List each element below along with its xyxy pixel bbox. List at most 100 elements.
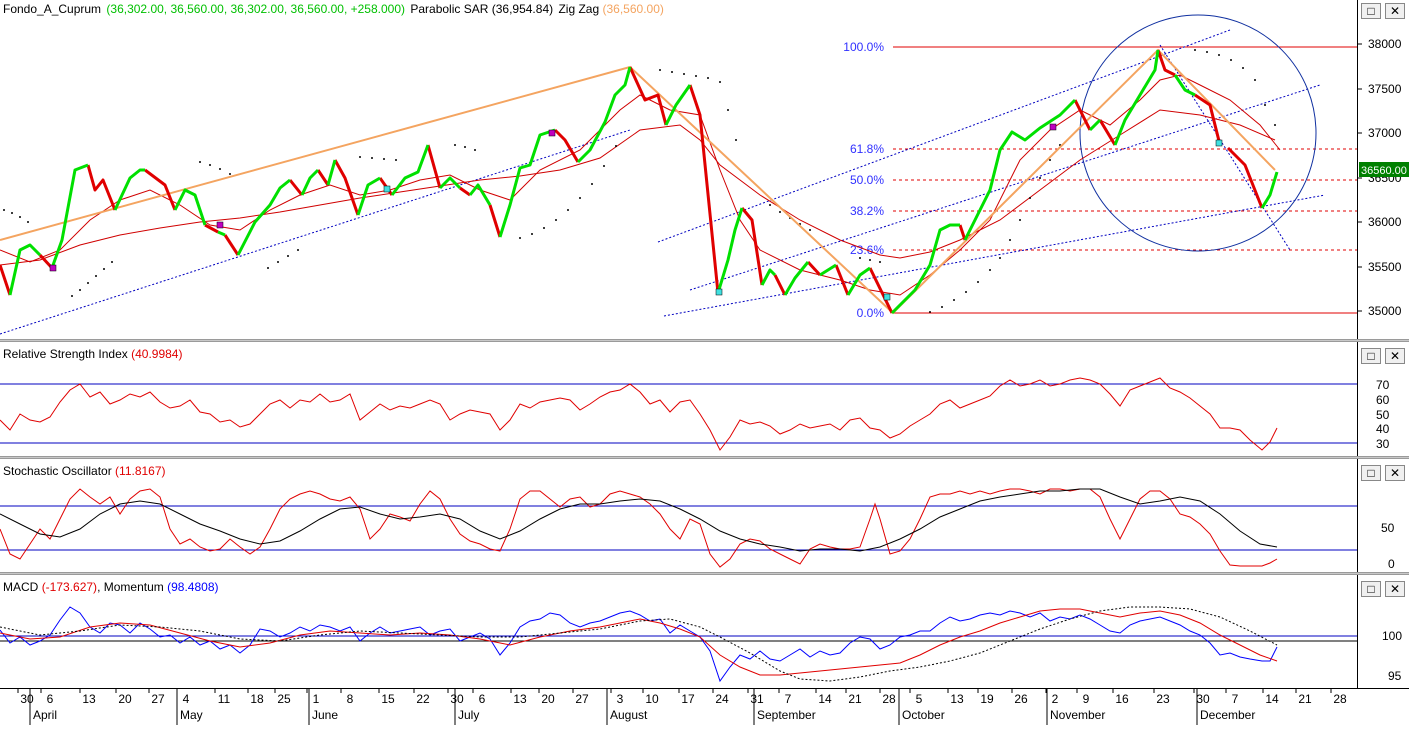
rsi-label: Relative Strength Index: [3, 347, 128, 361]
price-chart[interactable]: 100.0% 61.8% 50.0% 38.2% 23.6% 0.0%: [0, 0, 1358, 339]
rsi-chart[interactable]: [0, 342, 1358, 456]
day-label: 16: [1115, 692, 1129, 706]
day-label: 22: [416, 692, 430, 706]
fib-label-382: 38.2%: [850, 204, 884, 218]
day-label: 28: [1333, 692, 1347, 706]
macd-restore-button[interactable]: □: [1361, 581, 1381, 597]
month-label: October: [902, 708, 945, 722]
stoch-value: (11.8167): [115, 464, 166, 478]
stoch-pane-title: Stochastic Oscillator (11.8167): [3, 462, 166, 480]
day-label: 6: [47, 692, 54, 706]
day-label: 15: [381, 692, 395, 706]
symbol-label: Fondo_A_Cuprum: [3, 2, 102, 16]
pane-separator[interactable]: [0, 456, 1409, 459]
momentum-line: [0, 606, 1278, 683]
macd-label: MACD: [3, 580, 39, 594]
day-label: 2: [1052, 692, 1059, 706]
stoch-restore-button[interactable]: □: [1361, 465, 1381, 481]
stoch-y-axis: 50 0: [1381, 521, 1395, 571]
fib-label-50: 50.0%: [850, 173, 884, 187]
day-label: 8: [347, 692, 354, 706]
price-tick: 35500: [1368, 260, 1402, 274]
day-label: 7: [785, 692, 792, 706]
day-label: 10: [645, 692, 659, 706]
macd-pane[interactable]: MACD (-173.627), Momentum (98.4808) □ ✕ …: [0, 575, 1409, 688]
day-label: 30: [450, 692, 464, 706]
day-label: 19: [980, 692, 994, 706]
price-tick: 35000: [1368, 304, 1402, 318]
ohlc-value: (36,302.00, 36,560.00, 36,302.00, 36,560…: [106, 2, 405, 16]
stoch-close-button[interactable]: ✕: [1385, 465, 1405, 481]
trend-channels: [0, 29, 1326, 335]
price-pane[interactable]: Fondo_A_Cuprum (36,302.00, 36,560.00, 36…: [0, 0, 1409, 339]
month-label: August: [610, 708, 648, 722]
fib-labels: 100.0% 61.8% 50.0% 38.2% 23.6% 0.0%: [843, 40, 884, 320]
close-button[interactable]: ✕: [1385, 3, 1405, 19]
price-tick: 37500: [1368, 82, 1402, 96]
pane-separator[interactable]: [0, 572, 1409, 575]
price-pane-title: Fondo_A_Cuprum (36,302.00, 36,560.00, 36…: [3, 0, 664, 18]
month-label: May: [180, 708, 203, 722]
rsi-line: [0, 377, 1278, 451]
signal-markers: [49, 123, 1223, 301]
day-label: 18: [250, 692, 264, 706]
price-tick: 38000: [1368, 37, 1402, 51]
stoch-tick: 50: [1381, 521, 1395, 535]
day-label: 4: [183, 692, 190, 706]
rsi-y-axis: 70 60 50 40 30: [1376, 378, 1390, 451]
month-label: September: [757, 708, 816, 722]
day-label: 11: [218, 692, 231, 706]
stoch-d-line: [0, 488, 1278, 552]
month-label: November: [1050, 708, 1105, 722]
day-label: 20: [541, 692, 555, 706]
macd-close-button[interactable]: ✕: [1385, 581, 1405, 597]
macd-chart[interactable]: [0, 575, 1358, 688]
stoch-label: Stochastic Oscillator: [3, 464, 112, 478]
day-label: 3: [617, 692, 624, 706]
day-label: 21: [848, 692, 862, 706]
price-y-axis: 38000 37500 37000 36500 36000 35500 3500…: [1358, 37, 1409, 318]
stochastic-chart[interactable]: [0, 459, 1358, 572]
day-label: 26: [1014, 692, 1028, 706]
last-price-tag: [1359, 162, 1409, 177]
day-label: 23: [1156, 692, 1170, 706]
price-down-segments: [0, 49, 1264, 314]
month-label: December: [1200, 708, 1255, 722]
sar-label: Parabolic SAR: [410, 2, 489, 16]
macd-y-axis: 100 95: [1382, 629, 1402, 683]
day-label: 24: [715, 692, 729, 706]
day-label: 9: [1083, 692, 1090, 706]
day-label: 28: [882, 692, 896, 706]
stoch-tick: 0: [1388, 557, 1395, 571]
day-label: 30: [1196, 692, 1210, 706]
rsi-close-button[interactable]: ✕: [1385, 348, 1405, 364]
day-label: 6: [479, 692, 486, 706]
day-label: 21: [1298, 692, 1312, 706]
zigzag-line: [0, 48, 1276, 315]
month-label: April: [33, 708, 57, 722]
day-label: 13: [82, 692, 96, 706]
month-label: June: [312, 708, 338, 722]
rsi-restore-button[interactable]: □: [1361, 348, 1381, 364]
fib-label-100: 100.0%: [843, 40, 884, 54]
rsi-tick: 60: [1376, 393, 1390, 407]
pane-separator[interactable]: [0, 339, 1409, 342]
day-label: 25: [277, 692, 291, 706]
macd-signal-line: [0, 606, 1278, 682]
moving-average-fast: [0, 74, 1281, 296]
rsi-value: (40.9984): [131, 347, 183, 361]
moving-average-slow: [0, 109, 1276, 266]
date-axis[interactable]: 30 6 13 20 27 4 11 18 25 1 8 15 22 30 6 13 20 27 3 10 17 24 31…: [0, 688, 1409, 726]
rsi-pane[interactable]: Relative Strength Index (40.9984) □ ✕ 70…: [0, 342, 1409, 456]
day-label: 27: [575, 692, 589, 706]
macd-tick: 95: [1388, 669, 1402, 683]
stochastic-pane[interactable]: Stochastic Oscillator (11.8167) □ ✕ 50 0: [0, 459, 1409, 572]
restore-button[interactable]: □: [1361, 3, 1381, 19]
day-label: 13: [513, 692, 527, 706]
fib-label-618: 61.8%: [850, 142, 884, 156]
day-label: 14: [818, 692, 832, 706]
fib-label-0: 0.0%: [857, 306, 885, 320]
macd-pane-title: MACD (-173.627), Momentum (98.4808): [3, 580, 219, 594]
month-label: July: [458, 708, 479, 722]
day-label: 13: [950, 692, 964, 706]
